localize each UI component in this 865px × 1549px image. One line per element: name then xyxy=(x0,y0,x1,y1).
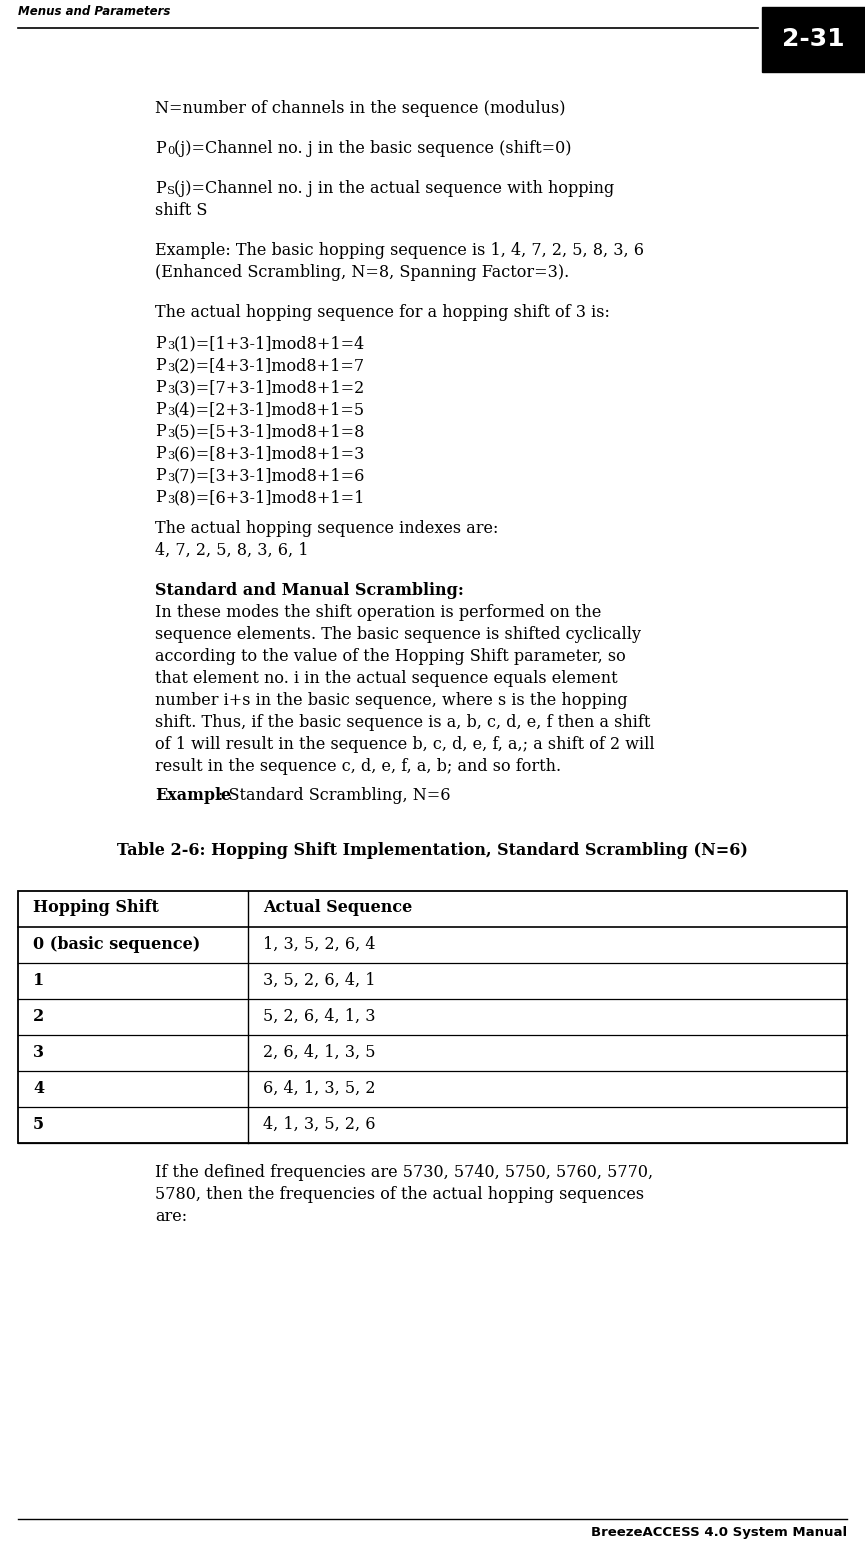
Text: (8)=[6+3-1]mod8+1=1: (8)=[6+3-1]mod8+1=1 xyxy=(174,489,365,507)
Text: 4, 7, 2, 5, 8, 3, 6, 1: 4, 7, 2, 5, 8, 3, 6, 1 xyxy=(155,542,309,559)
Text: that element no. i in the actual sequence equals element: that element no. i in the actual sequenc… xyxy=(155,671,618,688)
Text: The actual hopping sequence for a hopping shift of 3 is:: The actual hopping sequence for a hoppin… xyxy=(155,304,610,321)
Text: 3, 5, 2, 6, 4, 1: 3, 5, 2, 6, 4, 1 xyxy=(263,971,375,988)
Text: Actual Sequence: Actual Sequence xyxy=(263,898,413,915)
Text: P: P xyxy=(155,356,166,373)
Text: P: P xyxy=(155,380,166,397)
Text: (6)=[8+3-1]mod8+1=3: (6)=[8+3-1]mod8+1=3 xyxy=(174,445,365,462)
Text: P: P xyxy=(155,401,166,418)
Text: sequence elements. The basic sequence is shifted cyclically: sequence elements. The basic sequence is… xyxy=(155,626,641,643)
Text: 4, 1, 3, 5, 2, 6: 4, 1, 3, 5, 2, 6 xyxy=(263,1115,375,1132)
Text: P: P xyxy=(155,180,166,197)
Text: (2)=[4+3-1]mod8+1=7: (2)=[4+3-1]mod8+1=7 xyxy=(174,356,365,373)
Text: are:: are: xyxy=(155,1208,187,1225)
Text: Menus and Parameters: Menus and Parameters xyxy=(18,5,170,19)
Text: (4)=[2+3-1]mod8+1=5: (4)=[2+3-1]mod8+1=5 xyxy=(174,401,365,418)
Text: 6, 4, 1, 3, 5, 2: 6, 4, 1, 3, 5, 2 xyxy=(263,1080,375,1097)
Text: 4: 4 xyxy=(33,1080,44,1097)
Text: shift S: shift S xyxy=(155,201,208,218)
Text: N=number of channels in the sequence (modulus): N=number of channels in the sequence (mo… xyxy=(155,101,566,118)
Text: of 1 will result in the sequence b, c, d, e, f, a,; a shift of 2 will: of 1 will result in the sequence b, c, d… xyxy=(155,736,655,753)
Text: 3: 3 xyxy=(168,386,175,395)
Text: Standard and Manual Scrambling:: Standard and Manual Scrambling: xyxy=(155,582,464,599)
Text: shift. Thus, if the basic sequence is a, b, c, d, e, f then a shift: shift. Thus, if the basic sequence is a,… xyxy=(155,714,650,731)
Text: 3: 3 xyxy=(168,496,175,505)
Text: Example: The basic hopping sequence is 1, 4, 7, 2, 5, 8, 3, 6: Example: The basic hopping sequence is 1… xyxy=(155,242,644,259)
Text: Hopping Shift: Hopping Shift xyxy=(33,898,159,915)
Text: BreezeACCESS 4.0 System Manual: BreezeACCESS 4.0 System Manual xyxy=(591,1526,847,1540)
Text: If the defined frequencies are 5730, 5740, 5750, 5760, 5770,: If the defined frequencies are 5730, 574… xyxy=(155,1165,653,1182)
Text: S: S xyxy=(168,186,176,197)
Text: 3: 3 xyxy=(33,1044,44,1061)
Bar xyxy=(18,891,847,1143)
Text: 3: 3 xyxy=(168,472,175,483)
Text: 5, 2, 6, 4, 1, 3: 5, 2, 6, 4, 1, 3 xyxy=(263,1007,375,1024)
Text: (5)=[5+3-1]mod8+1=8: (5)=[5+3-1]mod8+1=8 xyxy=(174,423,365,440)
Text: P: P xyxy=(155,489,166,507)
Text: (7)=[3+3-1]mod8+1=6: (7)=[3+3-1]mod8+1=6 xyxy=(174,466,365,483)
Text: P: P xyxy=(155,466,166,483)
Text: P: P xyxy=(155,335,166,352)
Text: 5780, then the frequencies of the actual hopping sequences: 5780, then the frequencies of the actual… xyxy=(155,1187,644,1204)
Text: (3)=[7+3-1]mod8+1=2: (3)=[7+3-1]mod8+1=2 xyxy=(174,380,365,397)
Text: 1: 1 xyxy=(33,971,44,988)
Text: 3: 3 xyxy=(168,407,175,417)
Text: 3: 3 xyxy=(168,451,175,462)
Text: Example: Example xyxy=(155,787,231,804)
Text: Table 2-6: Hopping Shift Implementation, Standard Scrambling (N=6): Table 2-6: Hopping Shift Implementation,… xyxy=(117,841,748,858)
Text: result in the sequence c, d, e, f, a, b; and so forth.: result in the sequence c, d, e, f, a, b;… xyxy=(155,757,561,774)
Text: 3: 3 xyxy=(168,429,175,438)
Text: 3: 3 xyxy=(168,362,175,373)
Text: The actual hopping sequence indexes are:: The actual hopping sequence indexes are: xyxy=(155,520,498,538)
Text: (1)=[1+3-1]mod8+1=4: (1)=[1+3-1]mod8+1=4 xyxy=(174,335,365,352)
Text: 2, 6, 4, 1, 3, 5: 2, 6, 4, 1, 3, 5 xyxy=(263,1044,375,1061)
Text: In these modes the shift operation is performed on the: In these modes the shift operation is pe… xyxy=(155,604,601,621)
Text: (j)=Channel no. j in the actual sequence with hopping: (j)=Channel no. j in the actual sequence… xyxy=(174,180,614,197)
Text: : Standard Scrambling, N=6: : Standard Scrambling, N=6 xyxy=(219,787,451,804)
Text: P: P xyxy=(155,445,166,462)
Text: 3: 3 xyxy=(168,341,175,352)
Text: 1, 3, 5, 2, 6, 4: 1, 3, 5, 2, 6, 4 xyxy=(263,936,375,953)
Text: P: P xyxy=(155,423,166,440)
Text: P: P xyxy=(155,139,166,156)
Text: (Enhanced Scrambling, N=8, Spanning Factor=3).: (Enhanced Scrambling, N=8, Spanning Fact… xyxy=(155,263,569,280)
Text: 2: 2 xyxy=(33,1007,44,1024)
Text: 0: 0 xyxy=(168,146,175,156)
Text: 2-31: 2-31 xyxy=(782,28,845,51)
Text: number i+s in the basic sequence, where s is the hopping: number i+s in the basic sequence, where … xyxy=(155,692,628,709)
Text: 5: 5 xyxy=(33,1115,44,1132)
Text: (j)=Channel no. j in the basic sequence (shift=0): (j)=Channel no. j in the basic sequence … xyxy=(174,139,571,156)
Text: 0 (basic sequence): 0 (basic sequence) xyxy=(33,936,201,953)
Text: according to the value of the Hopping Shift parameter, so: according to the value of the Hopping Sh… xyxy=(155,647,625,665)
Bar xyxy=(762,8,865,71)
